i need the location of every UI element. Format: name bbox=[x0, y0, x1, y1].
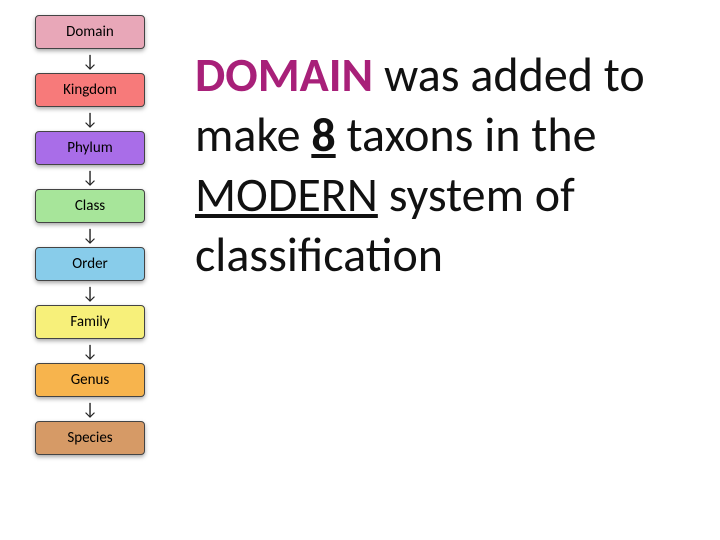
slide-container: Domain↓Kingdom↓Phylum↓Class↓Order↓Family… bbox=[0, 0, 720, 540]
modern-word: MODERN bbox=[195, 165, 378, 224]
taxon-box-family: Family bbox=[35, 305, 145, 339]
arrow-down-icon: ↓ bbox=[82, 165, 98, 189]
taxon-box-order: Order bbox=[35, 247, 145, 281]
arrow-down-icon: ↓ bbox=[82, 281, 98, 305]
arrow-down-icon: ↓ bbox=[82, 397, 98, 421]
arrow-down-icon: ↓ bbox=[82, 107, 98, 131]
explanation-column: DOMAIN was added to make 8 taxons in the… bbox=[170, 0, 720, 540]
taxon-box-genus: Genus bbox=[35, 363, 145, 397]
arrow-down-icon: ↓ bbox=[82, 49, 98, 73]
taxon-box-class: Class bbox=[35, 189, 145, 223]
taxon-box-domain: Domain bbox=[35, 15, 145, 49]
taxon-box-species: Species bbox=[35, 421, 145, 455]
arrow-down-icon: ↓ bbox=[82, 339, 98, 363]
eight-word: 8 bbox=[311, 105, 335, 164]
text-seg-2: taxons in the bbox=[336, 105, 597, 164]
taxon-box-phylum: Phylum bbox=[35, 131, 145, 165]
taxon-box-kingdom: Kingdom bbox=[35, 73, 145, 107]
explanation-text: DOMAIN was added to make 8 taxons in the… bbox=[195, 45, 690, 285]
domain-word: DOMAIN bbox=[195, 45, 373, 104]
taxonomy-column: Domain↓Kingdom↓Phylum↓Class↓Order↓Family… bbox=[0, 0, 170, 540]
arrow-down-icon: ↓ bbox=[82, 223, 98, 247]
